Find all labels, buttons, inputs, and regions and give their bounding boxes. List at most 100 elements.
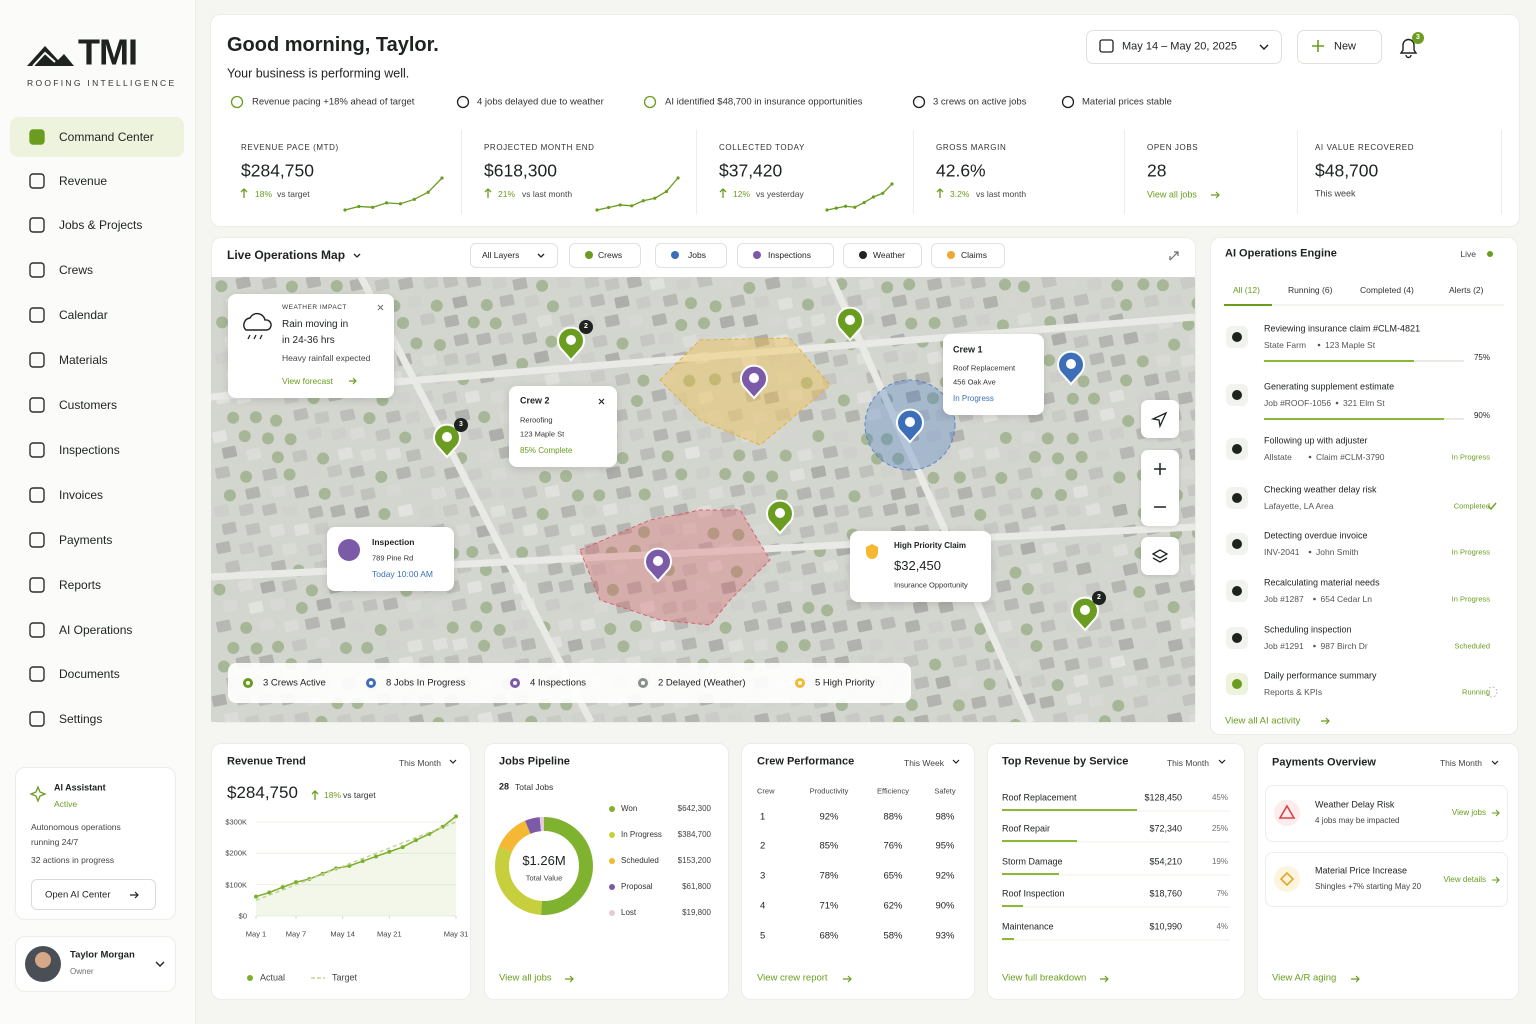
house xyxy=(544,524,560,538)
house xyxy=(822,559,839,573)
house xyxy=(452,637,468,651)
nav-item[interactable]: Command Center xyxy=(59,129,154,144)
map-control[interactable] xyxy=(1141,537,1179,575)
nav-item[interactable]: Customers xyxy=(59,397,118,412)
map-control[interactable] xyxy=(1141,450,1179,526)
house xyxy=(590,637,606,651)
house xyxy=(708,447,724,461)
label: In Progress xyxy=(953,394,994,404)
tab[interactable]: All (12) xyxy=(1233,284,1260,295)
user-name: Taylor Morgan xyxy=(70,949,135,961)
assistant-title: AI Assistant xyxy=(54,782,106,793)
house xyxy=(215,541,232,555)
tree xyxy=(616,452,629,465)
nav-item[interactable]: Jobs & Projects xyxy=(59,217,143,232)
label[interactable]: This Month xyxy=(1166,757,1209,768)
card-link[interactable]: View all jobs xyxy=(499,972,552,984)
nav-item[interactable]: Revenue xyxy=(59,173,108,188)
label: WEATHER IMPACT xyxy=(282,304,347,312)
nav-item[interactable]: Crews xyxy=(59,262,94,277)
house xyxy=(216,619,232,633)
alert-title: Weather Delay Risk xyxy=(1315,799,1395,810)
tab[interactable]: Alerts (2) xyxy=(1449,284,1484,295)
house xyxy=(239,541,255,555)
tree xyxy=(493,623,506,636)
filter-label[interactable]: Weather xyxy=(873,249,905,260)
date-range[interactable]: May 14 – May 20, 2025 xyxy=(1122,40,1237,53)
house xyxy=(533,350,550,364)
tree xyxy=(223,489,236,502)
nav-item[interactable]: Reports xyxy=(59,577,102,592)
table-cell: 90% xyxy=(935,900,955,912)
filter-label[interactable]: Jobs xyxy=(688,249,706,260)
house xyxy=(567,295,584,309)
tree xyxy=(995,471,1008,484)
house xyxy=(662,601,678,615)
house xyxy=(419,312,436,326)
house xyxy=(1017,658,1034,672)
house xyxy=(514,467,530,481)
nav-item[interactable]: Settings xyxy=(59,711,103,726)
tab[interactable]: Running (6) xyxy=(1288,284,1333,295)
house xyxy=(823,521,839,535)
house xyxy=(261,502,278,517)
house xyxy=(442,391,458,405)
tree xyxy=(638,488,651,501)
nav-item[interactable]: Documents xyxy=(59,666,120,681)
filter-label[interactable]: All Layers xyxy=(482,249,520,260)
user-card[interactable] xyxy=(15,936,176,992)
tab[interactable]: Completed (4) xyxy=(1360,284,1414,295)
card-link[interactable]: View A/R aging xyxy=(1272,972,1337,984)
nav-item[interactable]: AI Operations xyxy=(59,622,133,637)
label[interactable]: This Month xyxy=(1439,757,1482,768)
label[interactable]: View forecast xyxy=(282,375,333,386)
nav-item[interactable]: Inspections xyxy=(59,442,120,457)
card-title: Top Revenue by Service xyxy=(1002,755,1129,768)
house xyxy=(971,465,987,480)
service-share: 19% xyxy=(1211,857,1228,867)
filter-label[interactable]: Claims xyxy=(961,249,987,260)
house xyxy=(451,598,468,612)
card-link[interactable]: View all AI activity xyxy=(1225,715,1301,727)
filter-label[interactable]: Inspections xyxy=(768,249,811,260)
map-control[interactable] xyxy=(1141,400,1179,438)
alert-action[interactable]: View jobs xyxy=(1451,808,1486,818)
house xyxy=(842,372,858,386)
house xyxy=(523,294,540,308)
new-button[interactable] xyxy=(1297,30,1382,64)
house xyxy=(822,445,838,459)
nav-item[interactable]: Invoices xyxy=(59,487,104,502)
house xyxy=(521,331,538,345)
house xyxy=(1188,447,1195,461)
nav-item[interactable]: Payments xyxy=(59,532,113,547)
table-cell: 3 xyxy=(760,870,766,882)
house xyxy=(675,277,692,291)
tree xyxy=(837,394,850,407)
house xyxy=(467,580,483,594)
house xyxy=(882,502,899,517)
label[interactable]: This Week xyxy=(904,757,944,768)
house xyxy=(1087,656,1103,670)
alert-action[interactable]: View details xyxy=(1443,875,1486,885)
nav-item[interactable]: Calendar xyxy=(59,307,108,322)
filter-label[interactable]: Crews xyxy=(598,249,623,260)
tree xyxy=(339,641,352,654)
ai-item-detail: State Farm xyxy=(1264,339,1307,350)
card-link[interactable]: View crew report xyxy=(757,972,828,984)
house xyxy=(1109,426,1125,440)
button-label[interactable]: Open AI Center xyxy=(45,889,111,901)
house xyxy=(398,618,414,632)
house xyxy=(454,486,470,500)
house xyxy=(465,352,481,366)
tree xyxy=(905,317,918,330)
tree xyxy=(732,528,745,541)
nav-item[interactable]: Materials xyxy=(59,352,108,367)
house xyxy=(307,543,323,557)
button-label[interactable]: New xyxy=(1334,40,1357,53)
date-picker[interactable] xyxy=(1086,30,1282,64)
house xyxy=(281,542,298,556)
card-link[interactable]: View full breakdown xyxy=(1002,972,1087,984)
tree xyxy=(1030,487,1043,500)
label[interactable]: This Month xyxy=(398,757,441,768)
kpi-link[interactable]: View all jobs xyxy=(1147,189,1197,200)
